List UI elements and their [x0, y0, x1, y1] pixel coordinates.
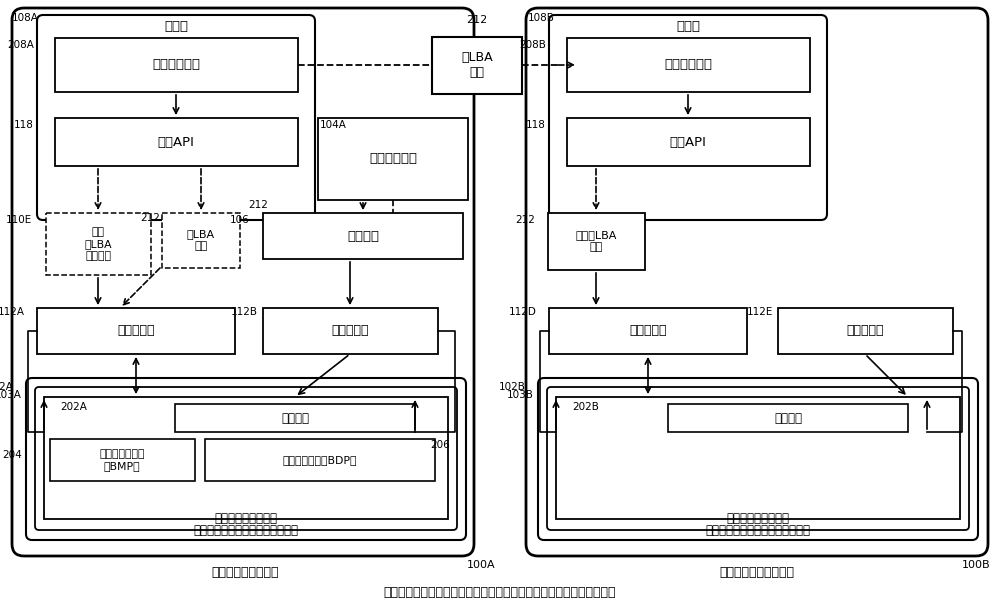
Text: 多重物理功能非易失性存储器设备: 多重物理功能非易失性存储器设备 [706, 523, 810, 537]
Text: 112A: 112A [0, 307, 25, 317]
Text: 103B: 103B [507, 390, 534, 400]
Text: 100A: 100A [467, 560, 496, 570]
FancyBboxPatch shape [12, 8, 474, 556]
FancyBboxPatch shape [547, 387, 969, 530]
Text: 118: 118 [14, 120, 34, 130]
Text: 202B: 202B [572, 402, 599, 412]
Text: 命名空间: 命名空间 [281, 412, 309, 424]
Text: 208B: 208B [519, 40, 546, 50]
Text: 脏页面的位图（BDP）: 脏页面的位图（BDP） [283, 455, 357, 465]
Bar [55, 118, 298, 166]
Text: 命名空间: 命名空间 [774, 412, 802, 424]
Text: 虚拟机（源）: 虚拟机（源） [369, 152, 417, 166]
Text: 108A: 108A [12, 13, 39, 23]
Bar [567, 118, 810, 166]
Text: 108B: 108B [528, 13, 555, 23]
Text: 110E: 110E [6, 215, 32, 225]
Text: 103A: 103A [0, 390, 22, 400]
Text: 写入脏LBA
页面: 写入脏LBA 页面 [575, 230, 617, 252]
Text: 根分区: 根分区 [676, 21, 700, 33]
FancyBboxPatch shape [35, 387, 457, 530]
FancyBboxPatch shape [26, 378, 466, 540]
Text: 实时迁移代理: 实时迁移代理 [152, 58, 200, 72]
Text: 从源命名空间读取脔页面并且将脔页面写入到目标子控制器的命名空间: 从源命名空间读取脔页面并且将脔页面写入到目标子控制器的命名空间 [384, 586, 616, 600]
Text: 实时迁移代理: 实时迁移代理 [664, 58, 712, 72]
Text: 主机计算设备（目标）: 主机计算设备（目标） [720, 566, 794, 578]
Bar [556, 397, 960, 519]
Text: 主机计算设备（源）: 主机计算设备（源） [211, 566, 279, 578]
Bar [37, 308, 235, 354]
FancyBboxPatch shape [538, 378, 978, 540]
Text: 118: 118 [526, 120, 546, 130]
Text: 100B: 100B [961, 560, 990, 570]
Text: 104A: 104A [320, 120, 347, 130]
Text: 子物理功能: 子物理功能 [331, 325, 369, 337]
Text: 112B: 112B [231, 307, 258, 317]
Text: 非易失性存储器设备: 非易失性存储器设备 [726, 512, 790, 524]
Text: 非易失性存储器设备: 非易失性存储器设备 [214, 512, 278, 524]
Bar [567, 38, 810, 92]
Text: 212: 212 [248, 200, 268, 210]
Text: 父物理功能: 父物理功能 [117, 325, 155, 337]
Text: 映射页面的位图
（BMP）: 映射页面的位图 （BMP） [99, 449, 145, 471]
Bar [175, 404, 415, 432]
Bar [263, 213, 463, 259]
Text: 脏LBA
页面: 脏LBA 页面 [461, 51, 493, 79]
FancyBboxPatch shape [37, 15, 315, 220]
Bar [55, 38, 298, 92]
Text: 212: 212 [140, 213, 160, 223]
FancyBboxPatch shape [526, 8, 988, 556]
Text: 管理API: 管理API [158, 135, 194, 149]
Text: 子物理功能: 子物理功能 [846, 325, 884, 337]
Bar [549, 308, 747, 354]
Bar [162, 213, 240, 268]
Text: 112E: 112E [747, 307, 773, 317]
Text: 106: 106 [230, 215, 250, 225]
Text: 206: 206 [430, 440, 450, 450]
Text: 212: 212 [515, 215, 535, 225]
Text: 202A: 202A [60, 402, 87, 412]
Text: 管理API: 管理API [670, 135, 706, 149]
Bar [263, 308, 438, 354]
Text: 多重物理功能非易失性存储器设备: 多重物理功能非易失性存储器设备 [194, 523, 298, 537]
Text: 根分区: 根分区 [164, 21, 188, 33]
Bar [44, 397, 448, 519]
Text: 112D: 112D [509, 307, 537, 317]
Bar [46, 213, 151, 275]
Text: 208A: 208A [7, 40, 34, 50]
Bar [668, 404, 908, 432]
Text: 102A: 102A [0, 382, 14, 392]
Bar [318, 118, 468, 200]
Text: 212: 212 [466, 15, 488, 25]
Text: 父物理功能: 父物理功能 [629, 325, 667, 337]
Text: 脏LBA
页面: 脏LBA 页面 [187, 229, 215, 251]
FancyBboxPatch shape [549, 15, 827, 220]
Text: 管理程序: 管理程序 [347, 229, 379, 243]
Text: 204: 204 [2, 450, 22, 460]
Bar [50, 439, 195, 481]
Bar [432, 37, 522, 94]
Text: 102B: 102B [499, 382, 526, 392]
Bar [548, 213, 645, 270]
Bar [778, 308, 953, 354]
Text: 读取
脏LBA
页面命令: 读取 脏LBA 页面命令 [84, 228, 112, 260]
Bar [205, 439, 435, 481]
